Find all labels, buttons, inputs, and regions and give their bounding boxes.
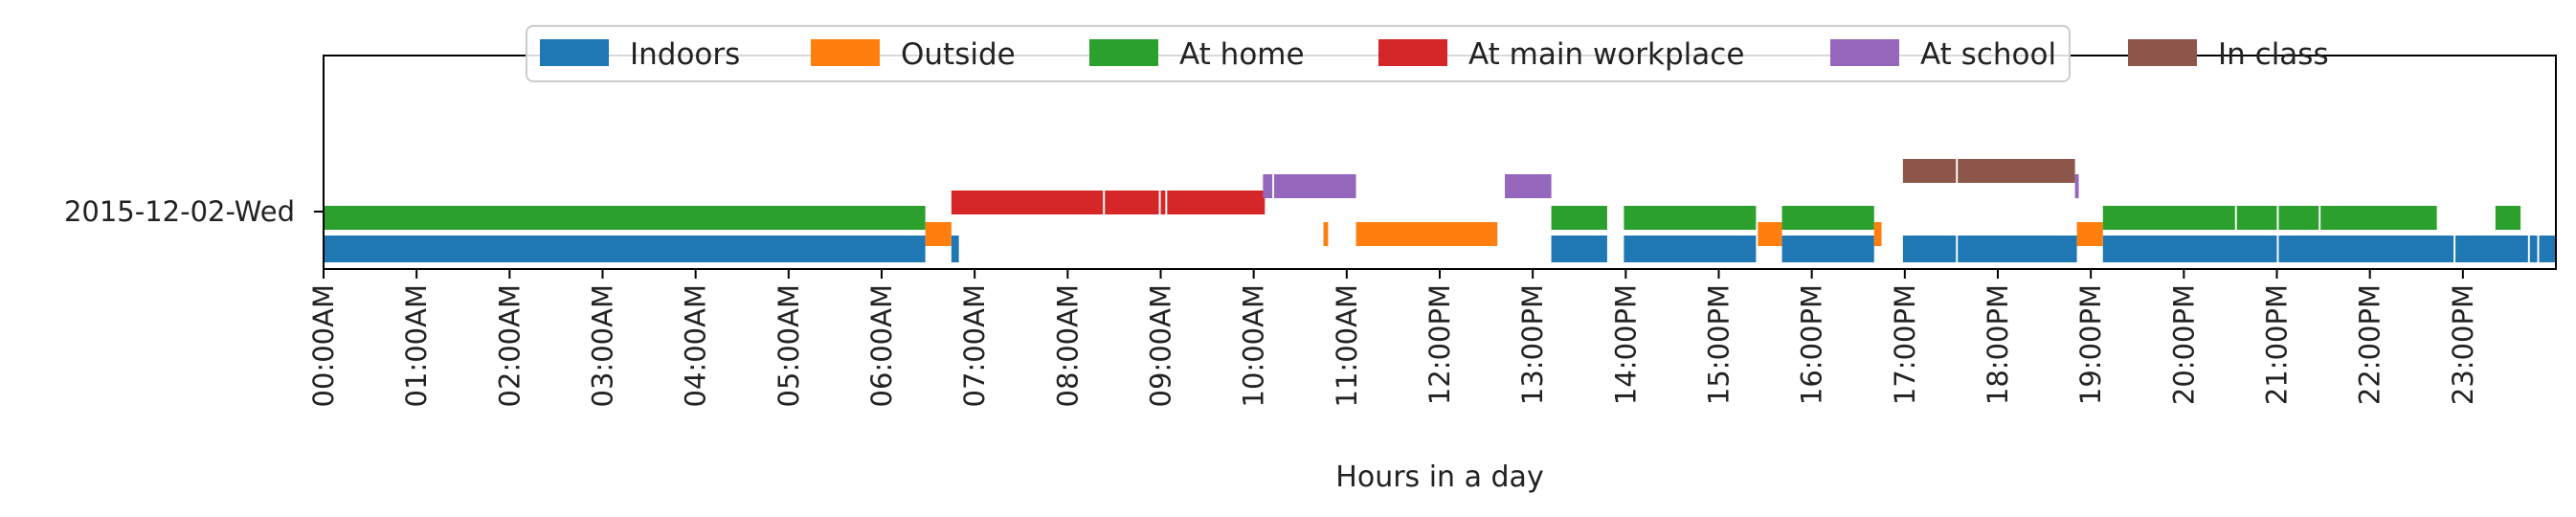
x-tick-label: 19:00PM xyxy=(2074,284,2107,405)
x-tick-label: 05:00AM xyxy=(773,284,805,407)
legend-label: Outside xyxy=(901,37,1016,72)
timeline-bar xyxy=(951,191,1104,214)
x-tick-label: 22:00PM xyxy=(2354,284,2386,405)
legend-label: At school xyxy=(1920,37,2056,72)
legend-swatch xyxy=(2128,39,2197,66)
timeline-bar xyxy=(1274,174,1356,198)
series-indoors xyxy=(324,236,2556,262)
series-outside xyxy=(925,222,2103,246)
legend-frame xyxy=(526,25,2071,82)
x-tick-label: 11:00AM xyxy=(1331,284,1363,407)
activity-bars xyxy=(324,159,2556,262)
x-tick-label: 09:00AM xyxy=(1145,284,1177,407)
timeline-bar xyxy=(925,222,952,246)
x-tick-label: 13:00PM xyxy=(1516,284,1549,405)
series-in-class xyxy=(1902,159,2075,183)
legend-label: At main workplace xyxy=(1468,37,1744,72)
timeline-bar xyxy=(2529,236,2538,262)
timeline-bar xyxy=(1758,222,1782,246)
series-at-home xyxy=(324,206,2521,230)
x-axis-title: Hours in a day xyxy=(1335,461,1543,494)
legend-swatch xyxy=(1089,39,1158,66)
timeline-bar xyxy=(1958,159,2075,183)
timeline-bar xyxy=(1263,174,1273,198)
timeline-bar xyxy=(1551,236,1607,262)
timeline-bar xyxy=(1355,222,1498,246)
x-tick-label: 00:00AM xyxy=(307,284,340,407)
legend-label: Indoors xyxy=(630,37,740,72)
x-tick-label: 12:00PM xyxy=(1423,284,1456,405)
timeline-bar xyxy=(1105,191,1159,214)
timeline-bar xyxy=(2102,236,2277,262)
timeline-bar xyxy=(2278,206,2319,230)
x-tick-label: 23:00PM xyxy=(2447,284,2479,405)
timeline-bar xyxy=(2539,236,2556,262)
legend-swatch xyxy=(540,39,609,66)
timeline-bar xyxy=(1323,222,1329,246)
timeline-bar xyxy=(1167,191,1266,214)
timeline-bar xyxy=(2278,236,2454,262)
timeline-bar xyxy=(1160,191,1166,214)
x-tick-label: 03:00AM xyxy=(587,284,619,407)
x-tick-label: 16:00PM xyxy=(1796,284,1828,405)
timeline-bar xyxy=(2320,206,2437,230)
x-tick-label: 06:00AM xyxy=(865,284,898,407)
timeline-bar xyxy=(1551,206,1607,230)
x-tick-label: 02:00AM xyxy=(493,284,526,407)
x-axis-ticks: 00:00AM 01:00AM 02:00AM 03:00AM 04:00AM 05:00… xyxy=(307,269,2479,407)
timeline-bar xyxy=(324,236,926,262)
x-tick-label: 17:00PM xyxy=(1889,284,1921,405)
timeline-bar xyxy=(1781,206,1874,230)
x-tick-label: 01:00AM xyxy=(400,284,433,407)
timeline-bar xyxy=(1624,206,1757,230)
x-tick-label: 21:00PM xyxy=(2261,284,2294,405)
timeline-bar xyxy=(1873,222,1882,246)
legend-label: In class xyxy=(2218,37,2329,72)
x-tick-label: 10:00AM xyxy=(1238,284,1270,407)
timeline-bar xyxy=(2076,222,2103,246)
x-tick-label: 14:00PM xyxy=(1609,284,1642,405)
x-tick-label: 15:00PM xyxy=(1703,284,1736,405)
timeline-bar xyxy=(1958,236,2077,262)
timeline-bar xyxy=(1902,159,1957,183)
timeline-bar xyxy=(1902,236,1957,262)
legend-swatch xyxy=(1830,39,1899,66)
legend: Indoors Outside At home At main workplace At… xyxy=(526,25,2329,82)
x-tick-label: 08:00AM xyxy=(1051,284,1084,407)
x-tick-label: 07:00AM xyxy=(958,284,991,407)
x-tick-label: 18:00PM xyxy=(1982,284,2014,405)
timeline-bar xyxy=(951,236,959,262)
legend-swatch xyxy=(811,39,880,66)
x-tick-label: 20:00PM xyxy=(2167,284,2200,405)
y-tick-label: 2015-12-02-Wed xyxy=(64,195,295,228)
series-at-main-workplace xyxy=(951,191,1266,214)
x-tick-label: 04:00AM xyxy=(680,284,712,407)
timeline-bar xyxy=(1505,174,1552,198)
timeline-bar xyxy=(2495,206,2521,230)
legend-swatch xyxy=(1378,39,1447,66)
timeline-bar xyxy=(2455,236,2528,262)
y-axis-ticks: 2015-12-02-Wed xyxy=(64,195,324,228)
timeline-bar xyxy=(2236,206,2277,230)
timeline-bar xyxy=(1781,236,1874,262)
timeline-bar xyxy=(1624,236,1757,262)
timeline-bar xyxy=(2074,174,2079,198)
timeline-bar xyxy=(2102,206,2235,230)
series-at-school xyxy=(1263,174,2079,198)
legend-label: At home xyxy=(1179,37,1305,72)
timeline-bar xyxy=(324,206,926,230)
